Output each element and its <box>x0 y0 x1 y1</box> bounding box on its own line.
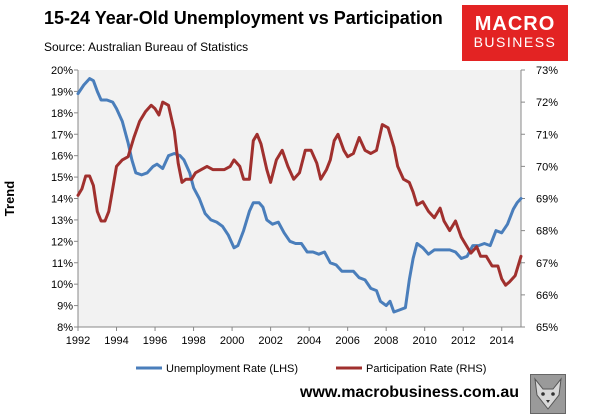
y-right-tick-label: 66% <box>536 290 558 302</box>
x-tick-label: 1996 <box>143 335 167 347</box>
x-tick-label: 2008 <box>374 335 398 347</box>
y-right-tick-label: 68% <box>536 226 558 238</box>
x-tick-label: 2000 <box>220 335 244 347</box>
y-right-tick-label: 67% <box>536 258 558 270</box>
x-tick-label: 1994 <box>104 335 128 347</box>
y-left-tick-label: 8% <box>57 322 73 334</box>
chart-title: 15-24 Year-Old Unemployment vs Participa… <box>44 8 443 28</box>
y-left-tick-label: 19% <box>51 86 73 98</box>
participation-rate-line <box>76 100 523 287</box>
y-left-tick-label: 10% <box>51 279 73 291</box>
y-right-tick-label: 72% <box>536 97 558 109</box>
plot-area <box>78 70 521 327</box>
y-left-tick-label: 13% <box>51 215 73 227</box>
y-left-tick-label: 17% <box>51 129 73 141</box>
macrobusiness-logo[interactable]: MACRO BUSINESS <box>462 5 568 61</box>
y-left-tick-label: 14% <box>51 194 73 206</box>
legend-label-participation: Participation Rate (RHS) <box>366 363 486 375</box>
y-left-tick-label: 18% <box>51 108 73 120</box>
x-tick-label: 2010 <box>412 335 436 347</box>
website-url[interactable]: www.macrobusiness.com.au <box>300 384 520 401</box>
y-right-tick-label: 65% <box>536 322 558 334</box>
x-tick-label: 1998 <box>181 335 205 347</box>
y-left-tick-label: 20% <box>51 65 73 77</box>
chart-subtitle: Source: Australian Bureau of Statistics <box>44 40 249 54</box>
y-left-tick-label: 9% <box>57 301 73 313</box>
legend-label-unemployment: Unemployment Rate (LHS) <box>166 363 298 375</box>
y-axis-label: Trend <box>2 181 17 216</box>
x-tick-label: 2014 <box>489 335 513 347</box>
logo-line1: MACRO <box>474 13 556 35</box>
y-right-tick-label: 71% <box>536 129 558 141</box>
y-left-tick-label: 12% <box>51 236 73 248</box>
x-tick-label: 2012 <box>451 335 475 347</box>
y-left-tick-label: 11% <box>52 258 73 270</box>
x-tick-label: 1992 <box>66 335 90 347</box>
x-tick-label: 2002 <box>258 335 282 347</box>
y-left-tick-label: 16% <box>51 151 73 163</box>
x-tick-label: 2004 <box>297 335 321 347</box>
logo-line2: BUSINESS <box>473 34 557 50</box>
x-tick-label: 2006 <box>335 335 359 347</box>
y-left-tick-label: 15% <box>51 172 73 184</box>
y-right-tick-label: 73% <box>536 65 558 77</box>
wolf-logo-icon <box>530 374 566 414</box>
unemployment-rate-line <box>76 77 523 314</box>
y-right-tick-label: 70% <box>536 161 558 173</box>
y-right-tick-label: 69% <box>536 194 558 206</box>
